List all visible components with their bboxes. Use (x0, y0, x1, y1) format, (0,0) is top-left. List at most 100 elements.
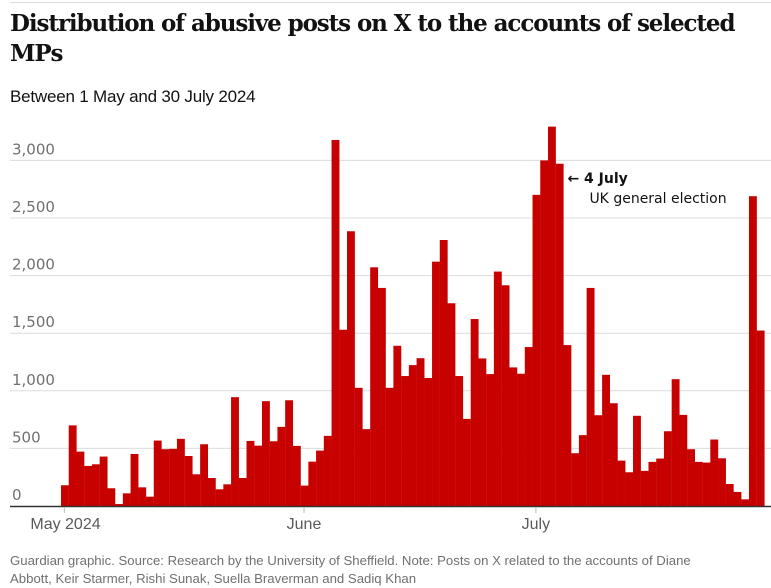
bar (362, 429, 371, 506)
bar (501, 285, 510, 506)
bar (91, 464, 100, 506)
bar (748, 196, 757, 507)
source-note-line-2: Abbott, Keir Starmer, Rishi Sunak, Suell… (10, 571, 417, 586)
bar (254, 445, 263, 506)
bar (269, 441, 278, 506)
bar (547, 126, 556, 507)
bar (741, 499, 750, 506)
bar (509, 367, 518, 506)
bar (571, 453, 580, 506)
bar (493, 271, 502, 506)
bar (146, 496, 154, 506)
bar (169, 448, 178, 506)
chart-title: Distribution of abusive posts on X to th… (10, 10, 736, 67)
annotation-title: ← 4 July (567, 171, 627, 187)
bar (617, 460, 626, 506)
bar (648, 461, 657, 506)
x-tick-label: July (522, 516, 550, 533)
bar (200, 444, 209, 506)
bar (339, 329, 348, 506)
bar (176, 438, 185, 506)
x-tick-label: May 2024 (30, 516, 100, 533)
bar (486, 374, 495, 506)
bar (478, 358, 487, 506)
bar (555, 163, 564, 507)
bar (316, 450, 324, 506)
bar (725, 484, 734, 506)
bar (207, 478, 216, 506)
bar (277, 426, 286, 506)
bar (710, 439, 719, 506)
y-tick-label: 2,500 (12, 198, 55, 216)
y-tick-label: 2,000 (12, 256, 55, 274)
bar (625, 472, 634, 506)
top-rule (10, 2, 771, 3)
bar (393, 345, 402, 506)
source-note: Guardian graphic. Source: Research by th… (10, 552, 771, 588)
bar (107, 488, 116, 506)
bar (76, 451, 85, 506)
bar (532, 194, 541, 506)
bars (61, 126, 765, 507)
x-tick-label: June (287, 516, 322, 533)
bar (370, 267, 379, 506)
bar (756, 330, 765, 506)
bar (455, 376, 464, 506)
bar (594, 415, 603, 506)
bar (138, 487, 147, 506)
bar (578, 435, 587, 506)
bar (640, 470, 649, 506)
bar (385, 387, 394, 506)
bar (470, 319, 479, 506)
bar (323, 435, 332, 506)
source-note-line-1: Guardian graphic. Source: Research by th… (10, 553, 691, 568)
bar (671, 379, 680, 506)
bar (347, 231, 355, 506)
bar (261, 401, 270, 506)
bar (223, 484, 232, 506)
bar (231, 397, 239, 506)
bar (122, 493, 131, 506)
bar (246, 440, 255, 506)
annotations: ← 4 July UK general election (567, 171, 726, 207)
bar (408, 365, 417, 506)
bar (718, 458, 726, 506)
bar (331, 140, 340, 506)
bar (354, 387, 363, 506)
bar (602, 374, 610, 506)
bar (524, 347, 533, 506)
bar (694, 461, 703, 506)
bar-chart: 0 500 1,000 1,500 2,000 2,500 3,000 May 2024 Ju… (10, 126, 771, 533)
bar (517, 373, 525, 506)
bar (633, 415, 641, 506)
annotation-text: UK general election (589, 191, 726, 207)
bar (192, 474, 201, 506)
bar (68, 425, 77, 506)
bar (563, 345, 572, 506)
bar (153, 440, 162, 506)
bar (238, 478, 247, 506)
bar (184, 456, 193, 506)
bar (292, 445, 301, 506)
bar (702, 462, 711, 506)
bar (377, 287, 386, 506)
chart-subtitle: Between 1 May and 30 July 2024 (10, 87, 256, 106)
y-tick-label: 1,000 (12, 371, 55, 389)
bar (586, 287, 595, 506)
y-tick-label: 0 (12, 486, 22, 504)
y-tick-label: 1,500 (12, 313, 55, 331)
bar (733, 491, 742, 506)
bar (424, 378, 433, 506)
bar (161, 449, 170, 506)
y-tick-label: 500 (12, 428, 41, 446)
bar (300, 485, 309, 506)
bar (401, 376, 409, 506)
bar (609, 403, 618, 506)
bar (61, 485, 69, 506)
bar (432, 261, 440, 506)
bar (115, 504, 123, 506)
bar (462, 418, 471, 506)
bar (656, 458, 665, 506)
bar (215, 489, 224, 506)
y-axis-labels: 0 500 1,000 1,500 2,000 2,500 3,000 (12, 140, 55, 504)
